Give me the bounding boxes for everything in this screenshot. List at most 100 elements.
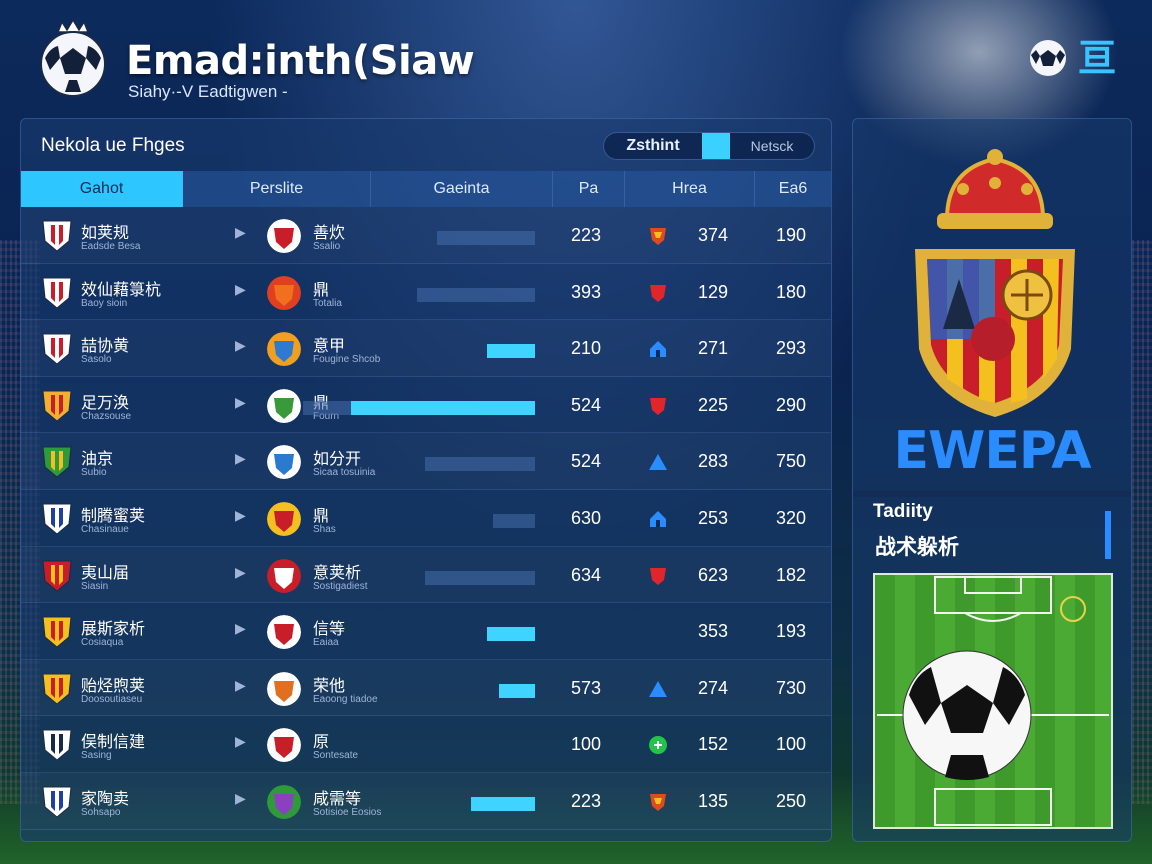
home-crest-icon bbox=[42, 390, 72, 422]
chevron-right-icon[interactable]: ▶ bbox=[235, 280, 246, 297]
column-header[interactable]: Gahot bbox=[21, 171, 183, 207]
table-row[interactable]: 如荚规 Eadsde Besa ▶ 善炊 Ssalio 223 374 190 bbox=[21, 207, 831, 264]
column-header[interactable]: Pa bbox=[553, 171, 625, 207]
stat-value: 573 bbox=[570, 677, 602, 698]
divider bbox=[853, 491, 1131, 497]
chevron-right-icon[interactable]: ▶ bbox=[235, 563, 246, 580]
away-team-subtitle: Sicaa tosuinia bbox=[313, 467, 376, 479]
away-team-name[interactable]: 如分开 bbox=[313, 449, 362, 469]
status-indicator-icon bbox=[650, 284, 666, 302]
status-indicator-icon bbox=[649, 680, 667, 697]
away-crest-icon bbox=[267, 728, 301, 763]
stat-value: 730 bbox=[775, 677, 807, 698]
chevron-right-icon[interactable]: ▶ bbox=[235, 789, 246, 806]
chevron-right-icon[interactable]: ▶ bbox=[235, 676, 246, 693]
stat-value: 180 bbox=[775, 281, 807, 302]
home-crest-icon bbox=[42, 673, 72, 705]
column-header[interactable]: Gaeinta bbox=[371, 171, 553, 207]
home-team-name[interactable]: 如荚规 bbox=[81, 223, 130, 242]
stat-value: 135 bbox=[697, 790, 729, 811]
table-row[interactable]: 效仙藉箓杭 Baoy sioin ▶ 鼎 Totalia 393 129 180 bbox=[21, 264, 831, 321]
stat-value: 152 bbox=[697, 734, 729, 755]
home-team-name[interactable]: 效仙藉箓杭 bbox=[81, 279, 162, 299]
page-subtitle: Siahy·-V Eadtigwen - bbox=[128, 82, 288, 101]
table-row[interactable]: 制腾蜜荚 Chasinaue ▶ 鼎 Shas 630 253 320 bbox=[21, 490, 831, 547]
stat-value: 250 bbox=[775, 790, 807, 811]
view-toggle[interactable]: Zsthint Netsck bbox=[603, 132, 815, 160]
stat-bar-track bbox=[437, 231, 535, 245]
match-table-panel: Nekola ue Fhges Zsthint Netsck Gahot Per… bbox=[20, 118, 832, 842]
chevron-right-icon[interactable]: ▶ bbox=[235, 620, 246, 637]
table-row[interactable]: 展斯家析 Cosiaqua ▶ 信等 Eaiaa 353 193 bbox=[21, 603, 831, 660]
language-icon[interactable]: 亘 bbox=[1077, 36, 1116, 80]
away-team-name[interactable]: 善炊 bbox=[313, 223, 346, 242]
stat-value: 293 bbox=[775, 338, 807, 359]
chevron-right-icon[interactable]: ▶ bbox=[235, 224, 246, 240]
home-team-subtitle: Siasin bbox=[81, 580, 109, 592]
stat-value: 223 bbox=[570, 790, 602, 811]
chevron-right-icon[interactable]: ▶ bbox=[235, 733, 246, 750]
toggle-option-a[interactable]: Zsthint bbox=[626, 137, 680, 154]
chevron-right-icon[interactable]: ▶ bbox=[235, 393, 246, 410]
home-crest-icon bbox=[42, 333, 72, 365]
home-team-subtitle: Baoy sioin bbox=[81, 297, 128, 309]
home-team-subtitle: Chazsouse bbox=[81, 410, 132, 422]
stat-value: 190 bbox=[775, 225, 807, 245]
stat-bar-fill bbox=[499, 683, 535, 698]
away-team-subtitle: Eaiaa bbox=[313, 637, 339, 649]
column-header[interactable]: Hrea bbox=[625, 171, 755, 207]
stat-value: 524 bbox=[570, 394, 602, 415]
home-team-name[interactable]: 家陶卖 bbox=[81, 788, 130, 808]
away-team-name[interactable]: 鼎 bbox=[313, 505, 330, 525]
stat-value: 290 bbox=[775, 394, 807, 415]
home-team-name[interactable]: 足万涣 bbox=[81, 392, 130, 412]
chevron-right-icon[interactable]: ▶ bbox=[235, 450, 246, 467]
table-row[interactable]: 夷山届 Siasin ▶ 意荚析 Sostigadiest 634 623 18… bbox=[21, 547, 831, 604]
crowned-ball-logo-icon bbox=[40, 18, 106, 97]
tactics-pitch[interactable] bbox=[873, 573, 1113, 829]
table-row[interactable]: 家陶卖 Sohsapo ▶ 咸需等 Sotisioe Eosios 223 13… bbox=[21, 773, 831, 830]
home-team-name[interactable]: 俣制信建 bbox=[81, 732, 146, 752]
home-team-name[interactable]: 夷山届 bbox=[81, 562, 130, 582]
table-row[interactable]: 贻烃煦荚 Doosoutiaseu ▶ 荣他 Eaoong tiadoe 573… bbox=[21, 660, 831, 717]
club-crest-icon bbox=[915, 149, 1075, 417]
stat-bar-track bbox=[493, 513, 535, 528]
stat-value: 253 bbox=[697, 507, 729, 528]
away-team-name[interactable]: 原 bbox=[313, 732, 330, 752]
toggle-option-b[interactable]: Netsck bbox=[750, 138, 794, 154]
stat-bar-fill bbox=[487, 627, 535, 642]
away-crest-icon bbox=[267, 501, 301, 536]
away-team-name[interactable]: 鼎 bbox=[313, 279, 330, 299]
home-team-name[interactable]: 油京 bbox=[81, 449, 114, 469]
away-crest-icon bbox=[267, 332, 301, 367]
home-team-name[interactable]: 展斯家析 bbox=[81, 619, 146, 639]
stat-value: 283 bbox=[697, 451, 729, 472]
home-crest-icon bbox=[42, 560, 72, 592]
stat-value: 210 bbox=[570, 338, 602, 359]
stat-value: 182 bbox=[775, 564, 807, 585]
away-team-name[interactable]: 咸需等 bbox=[313, 788, 362, 808]
away-team-name[interactable]: 意荚析 bbox=[313, 562, 362, 582]
home-team-name[interactable]: 喆协黄 bbox=[81, 336, 130, 356]
brand-wordmark: EWEPA bbox=[893, 421, 1092, 481]
table-row[interactable]: 俣制信建 Sasing ▶ 原 Sontesate 100 152 100 bbox=[21, 716, 831, 773]
chevron-right-icon[interactable]: ▶ bbox=[235, 506, 246, 523]
chevron-right-icon[interactable]: ▶ bbox=[235, 337, 246, 354]
away-team-name[interactable]: 信等 bbox=[313, 619, 346, 639]
table-row[interactable]: 喆协黄 Sasolo ▶ 意甲 Fougine Shcob 210 271 29… bbox=[21, 320, 831, 377]
away-team-name[interactable]: 意甲 bbox=[313, 336, 346, 356]
football-icon[interactable] bbox=[1028, 38, 1068, 78]
away-crest-icon bbox=[267, 615, 301, 650]
home-team-name[interactable]: 贻烃煦荚 bbox=[81, 675, 146, 695]
column-header[interactable]: Perslite bbox=[183, 171, 371, 207]
stat-value: 353 bbox=[697, 621, 729, 642]
page-title: Emad:inth(Siaw bbox=[126, 38, 475, 84]
away-team-name[interactable]: 荣他 bbox=[313, 675, 346, 695]
toggle-knob[interactable] bbox=[702, 133, 730, 159]
stat-value: 225 bbox=[697, 394, 729, 415]
column-header[interactable]: Ea6 bbox=[778, 180, 808, 197]
table-row[interactable]: 足万涣 Chazsouse ▶ 鼎 Fourn 524 225 290 bbox=[21, 377, 831, 434]
stat-value: 524 bbox=[570, 451, 602, 472]
home-team-name[interactable]: 制腾蜜荚 bbox=[81, 505, 146, 525]
table-row[interactable]: 油京 Subio ▶ 如分开 Sicaa tosuinia 524 283 75… bbox=[21, 433, 831, 490]
